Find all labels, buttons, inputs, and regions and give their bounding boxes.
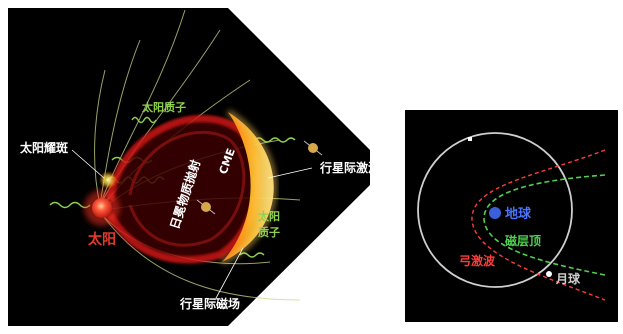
moon-icon: [546, 271, 552, 277]
orbit-marker: [468, 137, 472, 141]
spacecraft-icon: [303, 140, 323, 156]
right-panel-background: [405, 110, 618, 322]
moon-orbit: [417, 132, 573, 288]
solar-protons-top-label: 太阳质子: [141, 100, 186, 114]
solar-flare-label: 太阳耀斑: [20, 140, 68, 155]
spacecraft-icon: [196, 199, 216, 215]
interplanetary-field-label: 行星际磁场: [179, 296, 240, 311]
earth-label: 地球: [505, 206, 532, 222]
moon-label: 月球: [555, 271, 581, 286]
sun-label: 太阳: [88, 231, 116, 248]
cme-shock-front-glow: [220, 109, 277, 265]
solar-protons-right-label-line1: 太阳: [257, 209, 280, 223]
earth-icon: [489, 207, 501, 219]
interplanetary-shock-label: 行星际激波: [319, 160, 381, 175]
left-panel: 太阳耀斑 太阳质子 太阳 日冕物质抛射 CME 行星际激波 太阳 质子 行星际磁…: [8, 8, 381, 326]
bow-shock-label: 弓激波: [459, 253, 496, 268]
right-panel: 地球 磁层顶 弓激波 月球: [405, 110, 618, 322]
solar-protons-right-label-line2: 质子: [258, 225, 280, 239]
label-pointer-lines: [71, 149, 313, 301]
sun-icon: [92, 198, 112, 218]
solar-flare-glow: [99, 171, 117, 189]
bow-shock-curve: [471, 149, 606, 301]
magnetopause-label: 磁层顶: [504, 233, 541, 248]
magnetopause-curve: [483, 174, 606, 276]
